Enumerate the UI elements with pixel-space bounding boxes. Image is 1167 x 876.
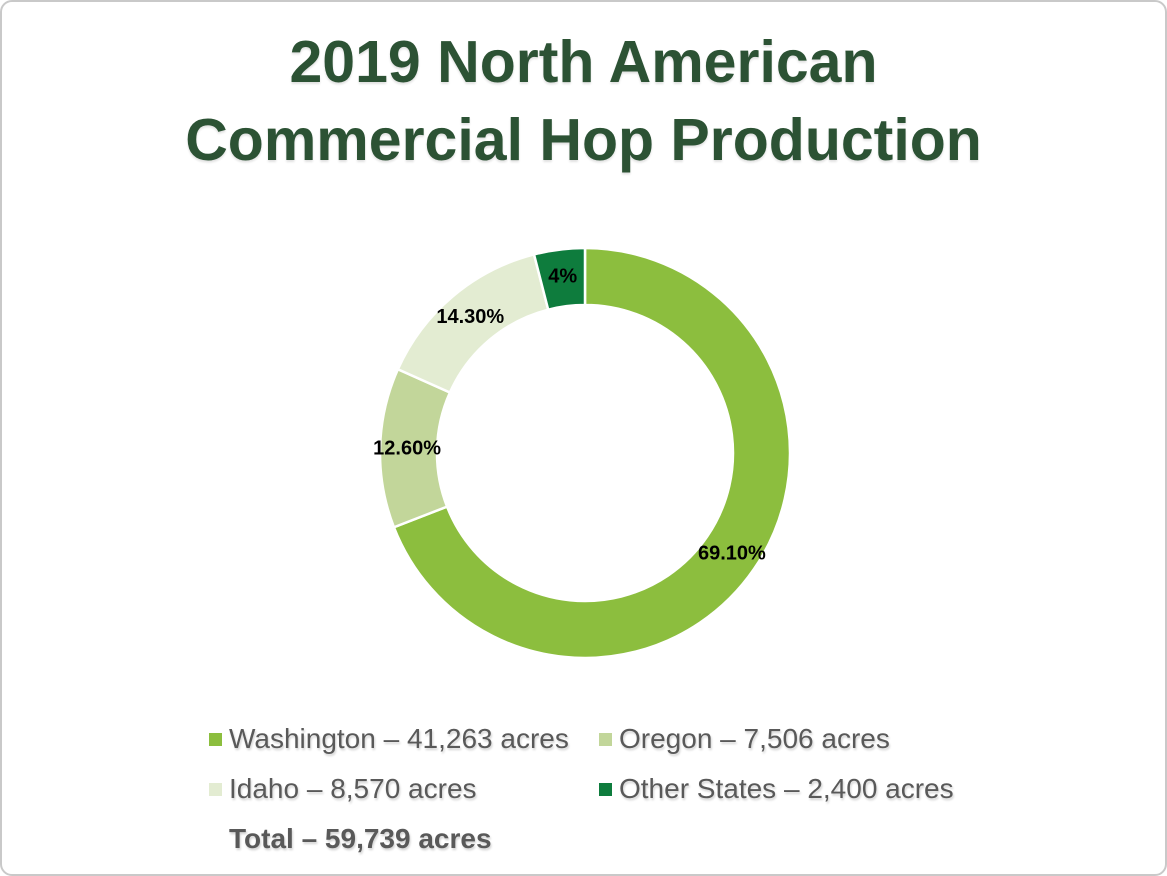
legend-swatch-washington	[209, 732, 222, 746]
legend-swatch-oregon	[599, 732, 612, 746]
legend-swatch-idaho	[209, 782, 222, 796]
slice-label-other-states: 4%	[548, 265, 577, 287]
legend-total: Total – 59,739 acres	[229, 823, 492, 854]
slice-label-washington: 69.10%	[698, 543, 766, 565]
legend-label-idaho: Idaho – 8,570 acres	[229, 773, 477, 804]
slice-label-oregon: 12.60%	[373, 438, 441, 460]
legend-label-washington: Washington – 41,263 acres	[229, 723, 569, 754]
legend-item-idaho: Idaho – 8,570 acres	[209, 772, 599, 806]
chart-title: 2019 North American Commercial Hop Produ…	[185, 29, 982, 173]
donut-slice-washington	[392, 246, 792, 660]
legend-label-other-states: Other States – 2,400 acres	[619, 773, 954, 804]
chart-legend: Washington – 41,263 acres Oregon – 7,506…	[209, 722, 954, 856]
donut-labels: 69.10% 12.60% 14.30% 4%	[373, 265, 766, 564]
legend-label-oregon: Oregon – 7,506 acres	[619, 723, 890, 754]
donut-slices	[378, 246, 792, 660]
donut-slice-other-states	[532, 246, 587, 312]
slice-label-idaho: 14.30%	[436, 306, 504, 328]
legend-item-oregon: Oregon – 7,506 acres	[599, 722, 954, 756]
legend-item-other-states: Other States – 2,400 acres	[599, 772, 954, 806]
legend-item-washington: Washington – 41,263 acres	[209, 722, 599, 756]
legend-swatch-other-states	[599, 782, 612, 796]
